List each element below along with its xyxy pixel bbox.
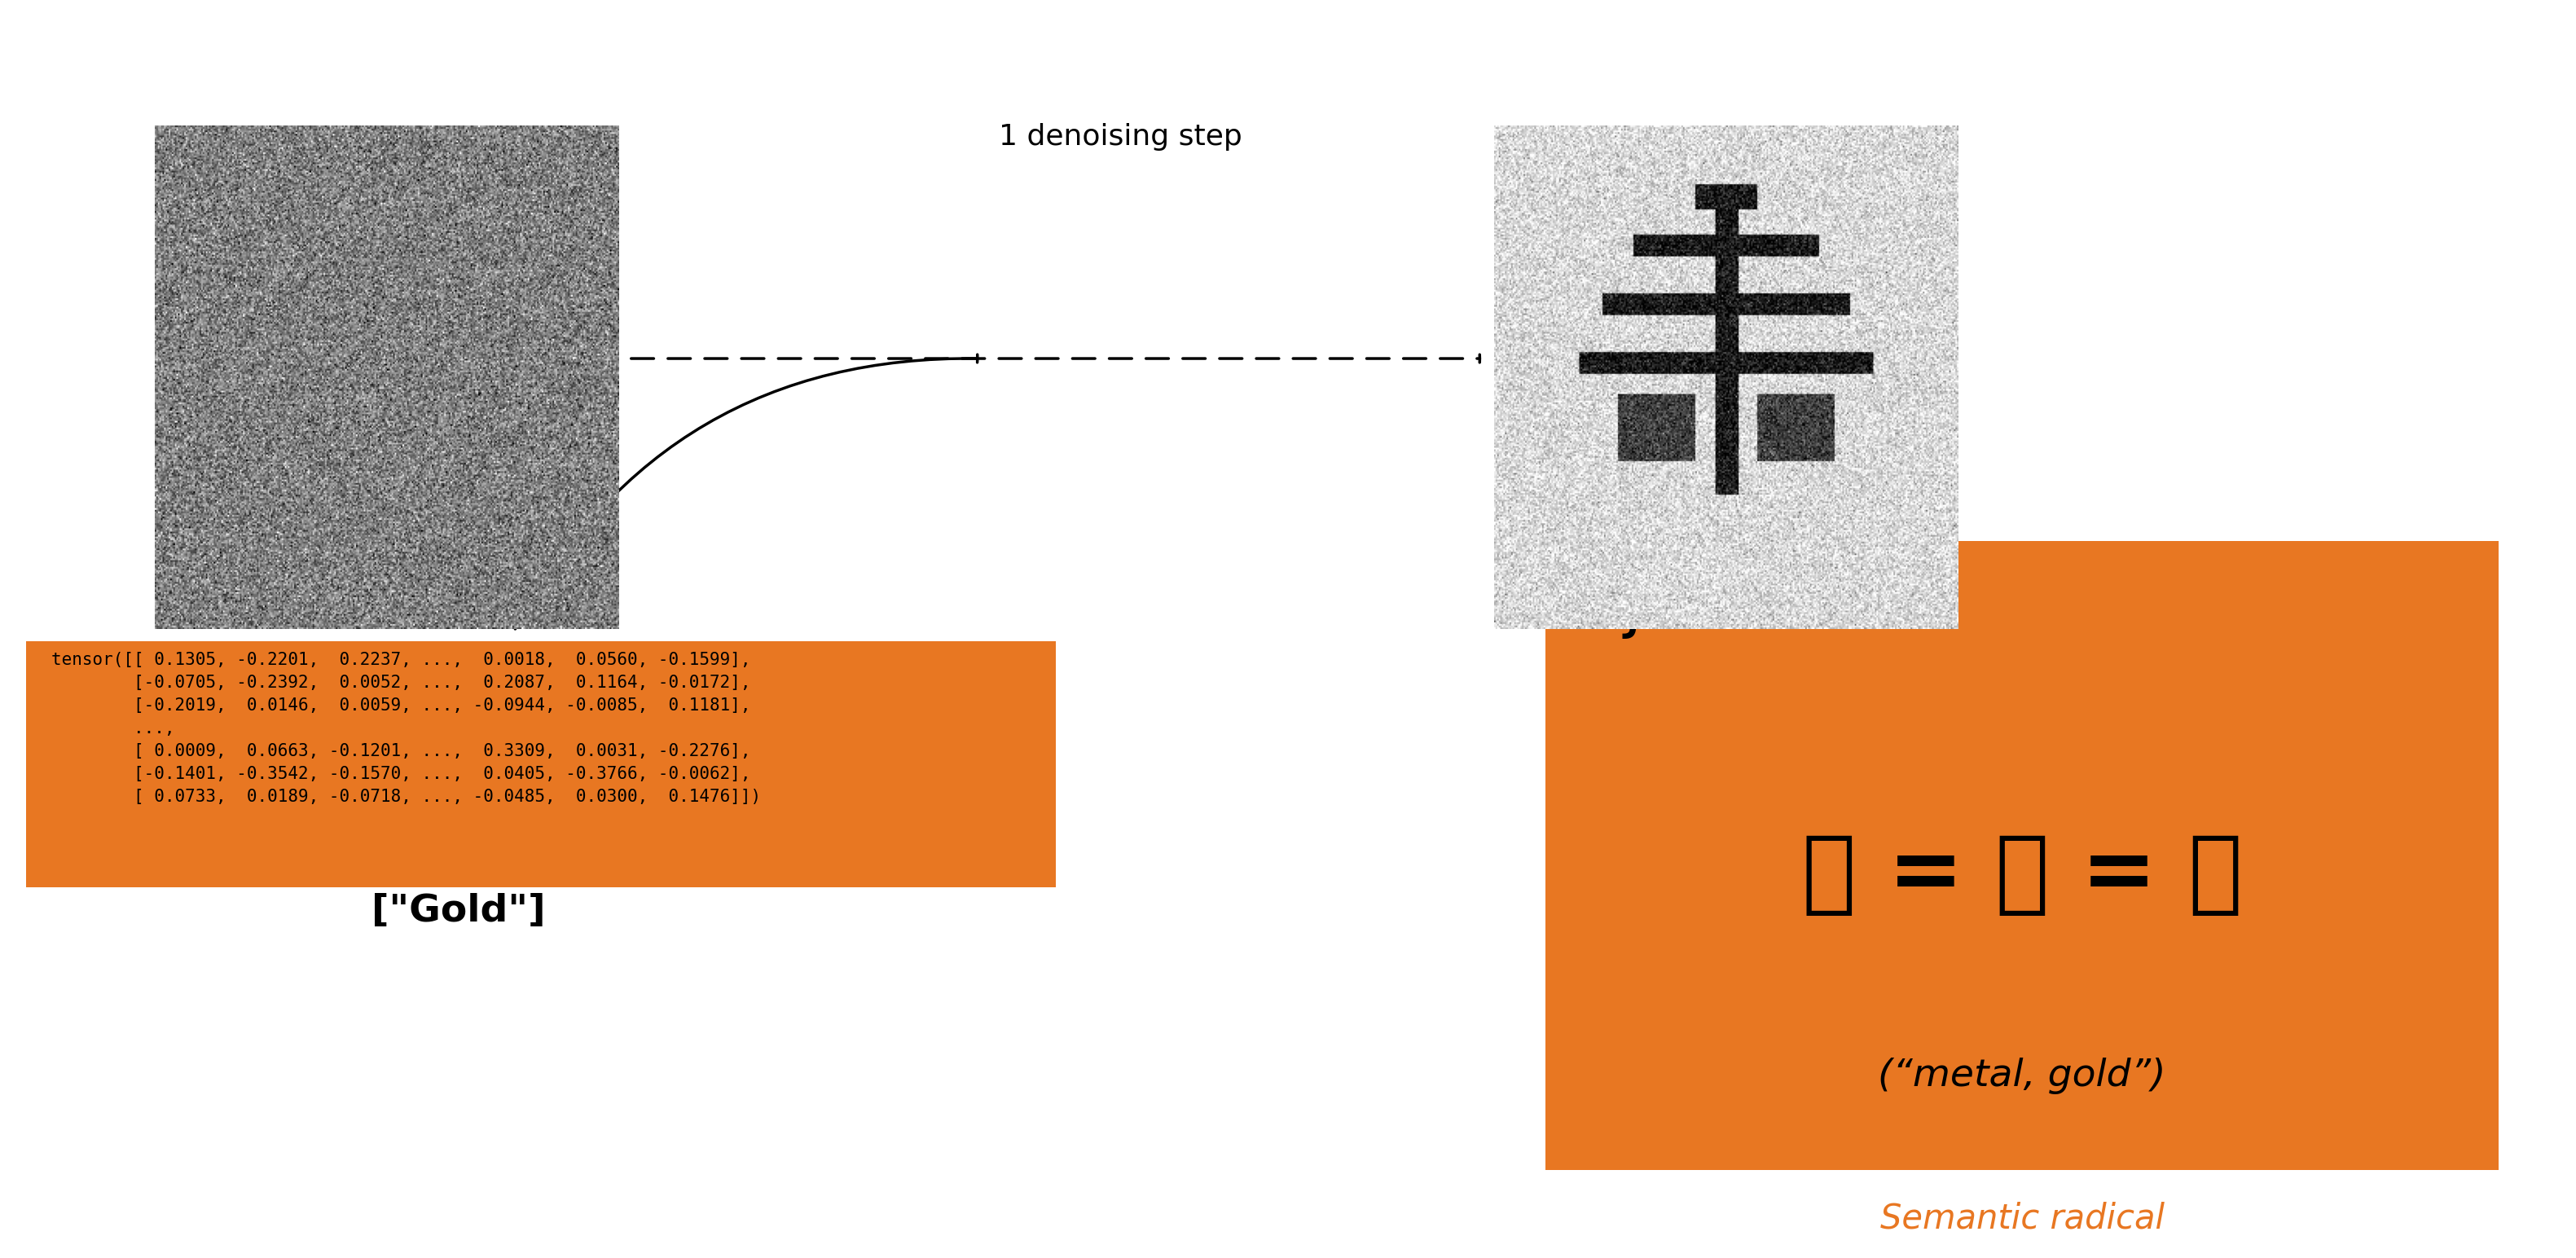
Text: ["Gold"]: ["Gold"] bbox=[371, 893, 546, 930]
Text: jīn: jīn bbox=[1623, 572, 1703, 638]
Text: tensor([[ 0.1305, -0.2201,  0.2237, ...,  0.0018,  0.0560, -0.1599],
        [-0: tensor([[ 0.1305, -0.2201, 0.2237, ..., … bbox=[52, 652, 760, 805]
Text: Semantic radical: Semantic radical bbox=[1880, 1201, 2164, 1235]
FancyBboxPatch shape bbox=[1546, 541, 2499, 1170]
Text: (“metal, gold”): (“metal, gold”) bbox=[1878, 1057, 2166, 1094]
Text: 金 = 金 = 鉤: 金 = 金 = 鉤 bbox=[1801, 830, 2244, 918]
FancyBboxPatch shape bbox=[26, 642, 1056, 887]
Text: 1 denoising step: 1 denoising step bbox=[999, 123, 1242, 151]
